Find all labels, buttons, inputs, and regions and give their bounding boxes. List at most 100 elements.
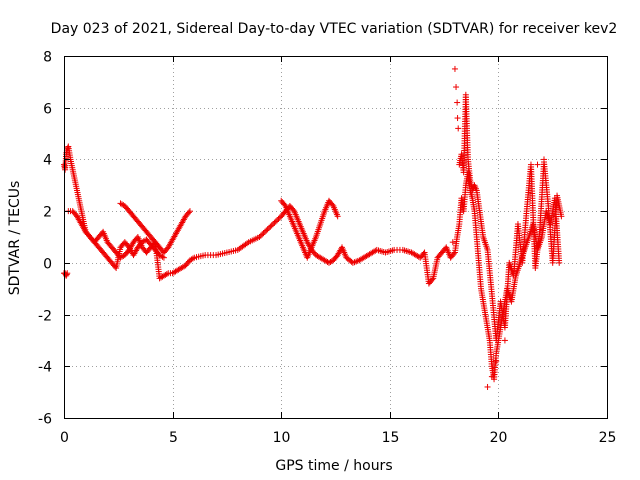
data-point-interp xyxy=(327,258,334,265)
data-point-interp xyxy=(244,240,251,247)
data-point-interp xyxy=(316,222,323,229)
data-point-interp xyxy=(303,237,310,244)
chart-title: Day 023 of 2021, Sidereal Day-to-day VTE… xyxy=(51,21,618,37)
data-point-interp xyxy=(123,205,130,212)
data-point-interp xyxy=(77,219,84,226)
data-point-interp xyxy=(362,253,369,260)
x-tick-label: 25 xyxy=(599,430,617,446)
data-point-interp xyxy=(354,257,361,264)
outlier-point xyxy=(451,65,458,72)
data-point-interp xyxy=(436,252,443,259)
data-point-interp xyxy=(265,224,272,231)
data-point xyxy=(267,223,274,230)
data-point-interp xyxy=(118,201,125,208)
outlier-point xyxy=(453,84,460,91)
x-tick-label: 10 xyxy=(273,430,291,446)
data-point-interp xyxy=(73,185,80,192)
data-point-interp xyxy=(299,227,306,234)
data-point-interp xyxy=(97,231,104,238)
data-point-interp xyxy=(347,257,354,264)
x-tick-label: 0 xyxy=(60,430,69,446)
data-point-interp xyxy=(67,154,74,161)
data-point-interp xyxy=(472,185,479,192)
data-point-interp xyxy=(318,255,325,262)
data-point-interp xyxy=(128,210,135,217)
data-point-interp xyxy=(486,335,493,342)
data-point-interp xyxy=(509,270,516,277)
data-point-interp xyxy=(110,246,117,253)
y-tick-label: -2 xyxy=(38,309,52,325)
grid xyxy=(64,56,607,418)
data-point-interp xyxy=(171,269,178,276)
data-point-interp xyxy=(254,234,261,241)
outlier-point xyxy=(454,99,461,106)
data-point-interp xyxy=(89,236,96,243)
data-point-interp xyxy=(274,217,281,224)
data-point-interp xyxy=(84,231,91,238)
data-point-interp xyxy=(188,256,195,263)
data-point-interp xyxy=(286,211,293,218)
data-point-interp xyxy=(484,322,491,329)
data-point-interp xyxy=(177,222,184,229)
data-point-interp xyxy=(71,175,78,182)
data-point-interp xyxy=(294,232,301,239)
plot-frame xyxy=(64,56,608,419)
data-point-interp xyxy=(483,245,490,252)
data-point-interp xyxy=(132,215,139,222)
data-point-interp xyxy=(455,223,462,230)
outlier-point xyxy=(454,115,461,122)
data-point-interp xyxy=(64,144,71,151)
y-tick-label: 8 xyxy=(43,50,52,66)
data-point-interp xyxy=(132,236,139,243)
data-point-interp xyxy=(482,309,489,316)
x-axis-label: GPS time / hours xyxy=(275,458,392,474)
data-point-interp xyxy=(259,231,266,238)
data-point-interp xyxy=(150,236,157,243)
data-point-interp xyxy=(185,209,192,216)
data-point-interp xyxy=(158,274,165,281)
data-point-interp xyxy=(333,211,340,218)
data-point-interp xyxy=(281,201,288,208)
data-point-interp xyxy=(102,252,109,259)
data-point-interp xyxy=(106,241,113,248)
data-point-interp xyxy=(163,271,170,278)
data-point-interp xyxy=(175,266,182,273)
data-point-interp xyxy=(232,247,239,254)
data-point-interp xyxy=(117,246,124,253)
data-point-interp xyxy=(328,200,335,207)
data-point-interp xyxy=(200,252,207,259)
data-point-interp xyxy=(428,277,435,284)
data-point-interp xyxy=(154,241,161,248)
y-tick-label: -4 xyxy=(38,360,52,376)
data-point-interp xyxy=(289,205,296,212)
data-point-interp xyxy=(150,244,157,251)
data-point-interp xyxy=(290,221,297,228)
data-point-interp xyxy=(268,222,275,229)
data-point-interp xyxy=(307,246,314,253)
data-point-interp xyxy=(77,206,84,213)
data-point-interp xyxy=(97,246,104,253)
outlier-point xyxy=(501,337,508,344)
data-point-interp xyxy=(312,235,319,242)
data-point-interp xyxy=(329,201,336,208)
data-point-interp xyxy=(323,258,330,265)
data-point-interp xyxy=(462,184,469,191)
data-point-interp xyxy=(261,228,268,235)
data-point-interp xyxy=(158,252,165,259)
data-point-interp xyxy=(154,249,161,256)
data-point-interp xyxy=(406,248,413,255)
data-point-interp xyxy=(163,246,170,253)
data-point-interp xyxy=(429,276,436,283)
data-point-interp xyxy=(159,253,166,260)
data-point-interp xyxy=(145,231,152,238)
x-tick-label: 15 xyxy=(382,430,400,446)
data-point-interp xyxy=(162,271,169,278)
x-tick-label: 20 xyxy=(490,430,508,446)
data-point-interp xyxy=(69,164,76,171)
data-point-interp xyxy=(75,195,82,202)
data-point-interp xyxy=(145,239,152,246)
data-point-interp xyxy=(332,254,339,261)
data-point-interp xyxy=(299,242,306,249)
outlier-point xyxy=(484,383,491,390)
data-point-interp xyxy=(468,193,475,200)
